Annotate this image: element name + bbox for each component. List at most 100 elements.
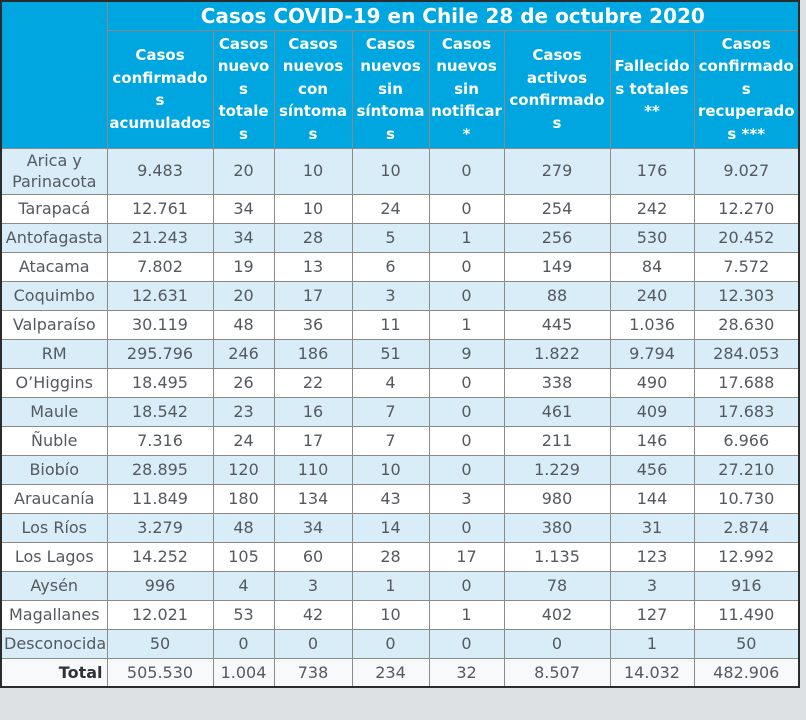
value-cell: 0	[428, 251, 505, 282]
value-cell: 149	[503, 251, 611, 282]
total-value: 738	[273, 657, 353, 688]
column-header-nuevos-sin-notificar: Casos nuevos sin notificar *	[428, 29, 505, 149]
value-cell: 1.822	[503, 338, 611, 369]
total-value: 505.530	[106, 657, 214, 688]
value-cell: 28.630	[693, 309, 800, 340]
value-cell: 916	[693, 570, 800, 601]
value-cell: 7	[351, 425, 430, 456]
value-cell: 10	[273, 193, 353, 224]
value-cell: 12.270	[693, 193, 800, 224]
value-cell: 0	[428, 280, 505, 311]
value-cell: 7.572	[693, 251, 800, 282]
value-cell: 17	[273, 425, 353, 456]
region-cell: Ñuble	[0, 425, 108, 456]
value-cell: 9	[428, 338, 505, 369]
table-row: Los Ríos 3.279 48 34 14 0 380 31 2.874	[0, 512, 800, 543]
value-cell: 17	[428, 541, 505, 572]
value-cell: 10	[273, 147, 353, 195]
value-cell: 1	[428, 222, 505, 253]
value-cell: 456	[609, 454, 695, 485]
value-cell: 48	[212, 309, 275, 340]
table-row: Ñuble 7.316 24 17 7 0 211 146 6.966	[0, 425, 800, 456]
total-value: 32	[428, 657, 505, 688]
table-row: Maule 18.542 23 16 7 0 461 409 17.683	[0, 396, 800, 427]
value-cell: 4	[212, 570, 275, 601]
table-row: Aysén 996 4 3 1 0 78 3 916	[0, 570, 800, 601]
value-cell: 28.895	[106, 454, 214, 485]
value-cell: 2.874	[693, 512, 800, 543]
value-cell: 3	[351, 280, 430, 311]
value-cell: 186	[273, 338, 353, 369]
total-value: 234	[351, 657, 430, 688]
value-cell: 0	[428, 367, 505, 398]
value-cell: 24	[212, 425, 275, 456]
value-cell: 146	[609, 425, 695, 456]
value-cell: 17	[273, 280, 353, 311]
value-cell: 30.119	[106, 309, 214, 340]
value-cell: 21.243	[106, 222, 214, 253]
value-cell: 1.036	[609, 309, 695, 340]
value-cell: 24	[351, 193, 430, 224]
value-cell: 48	[212, 512, 275, 543]
column-header-confirmados-recuperados: Casos confirmados recuperados ***	[693, 29, 800, 149]
table-row: Desconocida 50 0 0 0 0 0 1 50	[0, 628, 800, 659]
value-cell: 12.761	[106, 193, 214, 224]
region-cell: Los Ríos	[0, 512, 108, 543]
value-cell: 34	[212, 222, 275, 253]
table-title: Casos COVID-19 en Chile 28 de octubre 20…	[106, 0, 800, 31]
value-cell: 295.796	[106, 338, 214, 369]
value-cell: 22	[273, 367, 353, 398]
value-cell: 3.279	[106, 512, 214, 543]
column-header-activos-confirmados: Casos activos confirmados	[503, 29, 611, 149]
table-row: Arica y Parinacota 9.483 20 10 10 0 279 176 9.0…	[0, 147, 800, 195]
value-cell: 110	[273, 454, 353, 485]
value-cell: 12.992	[693, 541, 800, 572]
value-cell: 1	[428, 309, 505, 340]
value-cell: 7.802	[106, 251, 214, 282]
value-cell: 13	[273, 251, 353, 282]
column-header-nuevos-sin-sintomas: Casos nuevos sin síntomas	[351, 29, 430, 149]
value-cell: 53	[212, 599, 275, 630]
region-cell: Maule	[0, 396, 108, 427]
value-cell: 42	[273, 599, 353, 630]
table-row: RM 295.796 246 186 51 9 1.822 9.794 284.053	[0, 338, 800, 369]
value-cell: 0	[428, 425, 505, 456]
value-cell: 996	[106, 570, 214, 601]
region-cell: Tarapacá	[0, 193, 108, 224]
table-row: Los Lagos 14.252 105 60 28 17 1.135 123 12.992	[0, 541, 800, 572]
value-cell: 20	[212, 147, 275, 195]
value-cell: 9.794	[609, 338, 695, 369]
table-row: Antofagasta 21.243 34 28 5 1 256 530 20.452	[0, 222, 800, 253]
value-cell: 1	[428, 599, 505, 630]
value-cell: 27.210	[693, 454, 800, 485]
value-cell: 20.452	[693, 222, 800, 253]
value-cell: 9.027	[693, 147, 800, 195]
value-cell: 445	[503, 309, 611, 340]
value-cell: 50	[693, 628, 800, 659]
value-cell: 84	[609, 251, 695, 282]
value-cell: 28	[273, 222, 353, 253]
value-cell: 1	[351, 570, 430, 601]
value-cell: 16	[273, 396, 353, 427]
total-value: 14.032	[609, 657, 695, 688]
value-cell: 338	[503, 367, 611, 398]
value-cell: 20	[212, 280, 275, 311]
corner-cell	[0, 0, 108, 149]
value-cell: 31	[609, 512, 695, 543]
header-row: Casos confirmados acumulados Casos nuevo…	[1, 29, 800, 149]
region-cell: Antofagasta	[0, 222, 108, 253]
value-cell: 0	[428, 193, 505, 224]
value-cell: 0	[351, 628, 430, 659]
table-row: Araucanía 11.849 180 134 43 3 980 144 10.730	[0, 483, 800, 514]
value-cell: 0	[212, 628, 275, 659]
value-cell: 256	[503, 222, 611, 253]
title-row: Casos COVID-19 en Chile 28 de octubre 20…	[0, 0, 800, 149]
value-cell: 1.135	[503, 541, 611, 572]
value-cell: 123	[609, 541, 695, 572]
region-cell: Atacama	[0, 251, 108, 282]
value-cell: 18.495	[106, 367, 214, 398]
value-cell: 11.490	[693, 599, 800, 630]
value-cell: 3	[273, 570, 353, 601]
table-row: Magallanes 12.021 53 42 10 1 402 127 11.490	[0, 599, 800, 630]
